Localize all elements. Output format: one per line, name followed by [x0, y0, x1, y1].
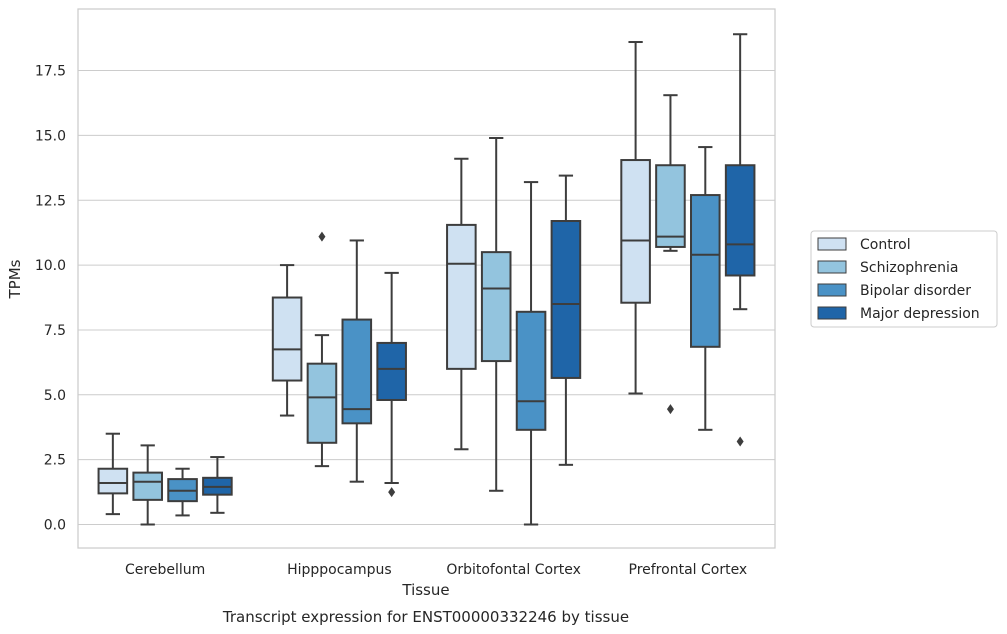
legend-label: Major depression: [860, 306, 980, 322]
box-body: [480, 251, 512, 363]
y-axis-label: TPMs: [6, 259, 24, 299]
box: [724, 33, 756, 447]
legend-items: Control Schizophrenia Bipolar disorder Majo…: [817, 237, 980, 322]
y-tick-label: 12.5: [35, 193, 66, 209]
box: [132, 444, 163, 526]
figure-caption: Transcript expression for ENST0000033224…: [222, 608, 629, 626]
box: [97, 432, 129, 516]
y-tick-label: 10.0: [35, 258, 66, 274]
box: [376, 271, 407, 498]
legend-label: Schizophrenia: [860, 260, 958, 276]
y-tick-label: 17.5: [35, 64, 66, 80]
y-tick-label: 7.5: [44, 323, 66, 339]
y-tick-label: 2.5: [44, 453, 66, 469]
plot-background: [78, 9, 775, 548]
box: [306, 231, 338, 468]
box-body: [341, 318, 373, 425]
box: [271, 264, 303, 417]
legend: Control Schizophrenia Bipolar disorder Majo…: [810, 230, 998, 328]
y-tick-label: 15.0: [35, 128, 66, 144]
legend-swatch: [817, 237, 847, 251]
x-tick-label: Hipppocampus: [287, 562, 392, 578]
y-tick-labels: 0.0 2.5 5.0 7.5 10.0 12.5 15.0 17.5: [35, 64, 66, 534]
x-tick-labels: Cerebellum Hipppocampus Orbitofontal Corte…: [125, 562, 747, 578]
box-body: [690, 194, 721, 348]
box: [341, 239, 373, 483]
box-body: [306, 362, 338, 444]
outlier-point: [388, 487, 396, 498]
box: [480, 136, 512, 492]
box: [202, 456, 233, 514]
x-tick-label: Prefrontal Cortex: [629, 562, 748, 578]
box-body: [97, 467, 129, 495]
box-body: [446, 223, 477, 370]
outlier-point: [318, 231, 326, 242]
box-body: [271, 296, 303, 382]
box-body: [724, 164, 756, 277]
box-body: [376, 341, 407, 401]
y-grid: [78, 70, 775, 525]
legend-frame: [810, 230, 998, 328]
outlier-point: [736, 436, 744, 447]
box-body: [620, 159, 651, 304]
y-tick-label: 5.0: [44, 388, 66, 404]
box-groups: [97, 33, 756, 526]
box: [446, 157, 477, 451]
box-body: [132, 471, 163, 501]
legend-label: Control: [860, 237, 911, 253]
box-body: [550, 220, 582, 379]
outlier-point: [666, 404, 674, 415]
box-body: [655, 164, 686, 248]
box: [167, 467, 198, 517]
box: [550, 174, 582, 466]
box: [655, 94, 686, 415]
x-tick-label: Orbitofontal Cortex: [446, 562, 581, 578]
plot-frame: [77, 8, 776, 549]
legend-label: Bipolar disorder: [860, 283, 971, 299]
box-body: [515, 310, 547, 431]
box: [515, 181, 547, 526]
x-tick-label: Cerebellum: [125, 562, 205, 578]
legend-swatch: [817, 283, 847, 297]
legend-swatch: [817, 260, 847, 274]
box: [620, 41, 651, 395]
x-axis-label: Tissue: [401, 581, 449, 599]
box: [690, 146, 721, 431]
legend-swatch: [817, 306, 847, 320]
y-tick-label: 0.0: [44, 518, 66, 534]
